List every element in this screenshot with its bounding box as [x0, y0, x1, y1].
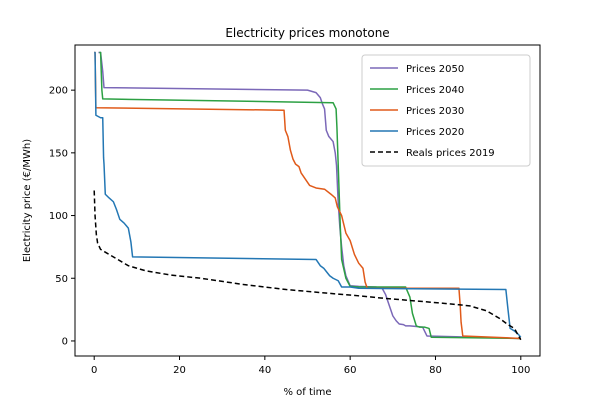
legend-label: Reals prices 2019 — [406, 148, 495, 159]
y-tick-label: 50 — [55, 274, 68, 285]
plot-frame — [74, 44, 541, 357]
y-axis-label: Electricity price (€/MWh) — [22, 139, 33, 262]
series-line-reals-prices-2019 — [93, 190, 522, 341]
legend-label: Prices 2040 — [406, 85, 464, 96]
series-line-prices-2020 — [94, 51, 522, 338]
y-tick-label: 0 — [62, 336, 68, 347]
y-axis-ticks: 0 50 100 150 200 — [49, 86, 75, 347]
y-tick-label: 100 — [49, 211, 68, 222]
chart-title: Electricity prices monotone — [225, 26, 389, 40]
x-tick-label: 40 — [258, 365, 271, 376]
x-axis-ticks: 0 20 40 60 80 100 — [91, 356, 530, 376]
x-tick-label: 60 — [344, 365, 357, 376]
legend-label: Prices 2020 — [406, 127, 464, 138]
series-line-prices-2040 — [99, 51, 521, 340]
x-tick-label: 80 — [429, 365, 442, 376]
legend-box — [361, 54, 531, 167]
legend: Prices 2050 Prices 2040 Prices 2030 Prices … — [361, 54, 531, 167]
x-axis-label: % of time — [283, 387, 331, 398]
x-tick-label: 100 — [511, 365, 530, 376]
x-tick-label: 0 — [91, 365, 97, 376]
series-layer — [93, 51, 522, 341]
y-tick-label: 150 — [49, 148, 68, 159]
legend-label: Prices 2030 — [406, 106, 464, 117]
x-tick-label: 20 — [173, 365, 186, 376]
y-tick-label: 200 — [49, 86, 68, 97]
legend-label: Prices 2050 — [406, 64, 464, 75]
